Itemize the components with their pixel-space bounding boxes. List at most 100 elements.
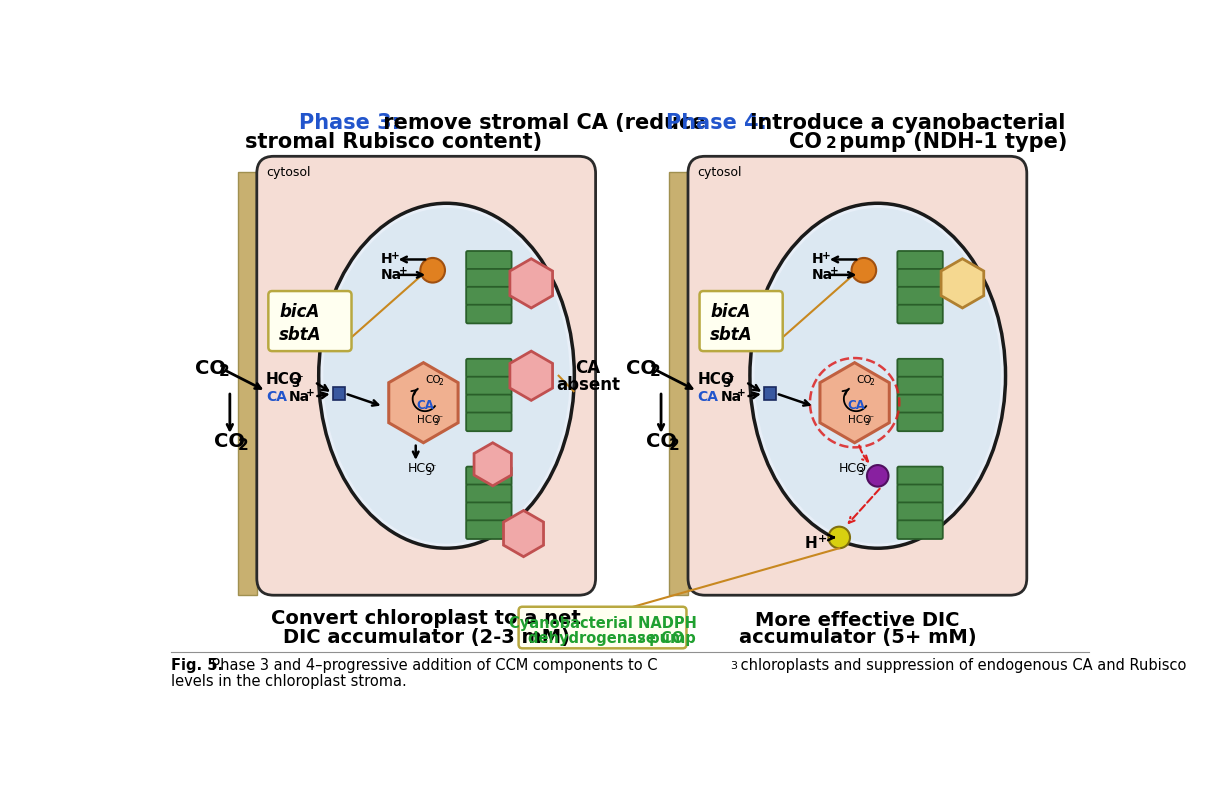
FancyBboxPatch shape	[699, 291, 783, 351]
Text: HCO: HCO	[418, 415, 441, 424]
Polygon shape	[510, 259, 553, 308]
Ellipse shape	[323, 208, 570, 544]
FancyBboxPatch shape	[268, 291, 351, 351]
FancyBboxPatch shape	[466, 377, 511, 395]
FancyBboxPatch shape	[466, 520, 511, 539]
Text: accumulator (5+ mM): accumulator (5+ mM)	[739, 628, 976, 647]
Text: +: +	[391, 251, 399, 261]
FancyBboxPatch shape	[466, 395, 511, 413]
Text: ⁻: ⁻	[296, 373, 302, 386]
FancyBboxPatch shape	[257, 156, 596, 595]
Ellipse shape	[755, 208, 1000, 544]
Text: pump: pump	[644, 630, 696, 646]
Bar	[333, 387, 345, 399]
Text: +: +	[398, 266, 408, 276]
Text: 3: 3	[723, 377, 731, 390]
Text: HCO: HCO	[848, 415, 871, 424]
Text: ⁻: ⁻	[438, 415, 442, 424]
Text: 2: 2	[669, 438, 680, 452]
Text: Na: Na	[380, 268, 402, 282]
FancyBboxPatch shape	[466, 467, 511, 485]
Text: CA: CA	[697, 390, 718, 403]
FancyBboxPatch shape	[466, 251, 511, 269]
Text: 3: 3	[291, 377, 300, 390]
Text: 3: 3	[865, 418, 869, 427]
Polygon shape	[474, 443, 511, 486]
Circle shape	[420, 258, 445, 282]
FancyBboxPatch shape	[466, 412, 511, 431]
Text: +: +	[306, 387, 315, 398]
Text: pump (NDH-1 type): pump (NDH-1 type)	[832, 132, 1067, 152]
FancyBboxPatch shape	[466, 305, 511, 323]
Text: +: +	[817, 534, 827, 544]
Text: levels in the chloroplast stroma.: levels in the chloroplast stroma.	[171, 674, 407, 689]
Text: CA: CA	[417, 399, 434, 412]
Bar	[763, 387, 775, 399]
Text: 3: 3	[425, 467, 431, 477]
FancyBboxPatch shape	[897, 377, 943, 395]
Text: +: +	[737, 387, 746, 398]
Text: +: +	[830, 266, 838, 276]
Polygon shape	[388, 363, 458, 443]
FancyBboxPatch shape	[897, 412, 943, 431]
FancyBboxPatch shape	[897, 358, 943, 378]
FancyBboxPatch shape	[466, 287, 511, 306]
FancyBboxPatch shape	[897, 269, 943, 288]
Text: CA: CA	[847, 399, 865, 412]
Text: 2: 2	[237, 438, 248, 452]
Text: CO: CO	[789, 132, 822, 152]
Polygon shape	[820, 363, 890, 443]
Text: Phase 4:: Phase 4:	[666, 113, 767, 133]
Text: HCO: HCO	[408, 462, 436, 475]
Text: stromal Rubisco content): stromal Rubisco content)	[245, 132, 542, 152]
Text: cytosol: cytosol	[697, 165, 742, 179]
Text: introduce a cyanobacterial: introduce a cyanobacterial	[744, 113, 1066, 133]
FancyBboxPatch shape	[897, 502, 943, 521]
FancyBboxPatch shape	[466, 484, 511, 503]
Text: Na: Na	[289, 390, 310, 403]
Text: CO: CO	[195, 358, 226, 378]
Text: CO: CO	[645, 431, 677, 451]
FancyBboxPatch shape	[466, 502, 511, 521]
Text: CO: CO	[857, 375, 871, 385]
Text: HCO: HCO	[265, 372, 302, 387]
FancyBboxPatch shape	[897, 287, 943, 306]
Text: +: +	[822, 251, 831, 261]
Text: 2: 2	[826, 136, 837, 152]
Text: Phase 3:: Phase 3:	[299, 113, 401, 133]
Text: Phase 3 and 4–progressive addition of CCM components to C: Phase 3 and 4–progressive addition of CC…	[204, 658, 658, 674]
Text: CA: CA	[265, 390, 288, 403]
FancyBboxPatch shape	[897, 467, 943, 485]
Text: cytosol: cytosol	[265, 165, 311, 179]
FancyBboxPatch shape	[897, 484, 943, 503]
Text: CO: CO	[627, 358, 658, 378]
Ellipse shape	[318, 203, 574, 549]
Bar	[669, 172, 688, 595]
FancyBboxPatch shape	[466, 269, 511, 288]
Text: bicA: bicA	[710, 303, 751, 322]
Text: chloroplasts and suppression of endogenous CA and Rubisco: chloroplasts and suppression of endogeno…	[736, 658, 1186, 674]
FancyBboxPatch shape	[897, 520, 943, 539]
Text: bicA: bicA	[279, 303, 320, 322]
Text: ⁻: ⁻	[862, 463, 866, 473]
Text: 2: 2	[637, 634, 645, 645]
Circle shape	[866, 465, 889, 487]
Text: HCO: HCO	[839, 462, 868, 475]
FancyBboxPatch shape	[897, 251, 943, 269]
Circle shape	[828, 527, 850, 549]
Text: sbtA: sbtA	[710, 326, 753, 344]
Text: 2: 2	[219, 364, 229, 379]
Text: H: H	[811, 253, 823, 266]
Text: sbtA: sbtA	[279, 326, 322, 344]
Polygon shape	[510, 351, 553, 400]
Text: Na: Na	[720, 390, 741, 403]
Circle shape	[852, 258, 876, 282]
Text: CO: CO	[425, 375, 440, 385]
FancyBboxPatch shape	[688, 156, 1026, 595]
Text: H: H	[805, 536, 817, 551]
FancyBboxPatch shape	[897, 395, 943, 413]
Text: Convert chloroplast to a net: Convert chloroplast to a net	[272, 609, 581, 628]
Text: ⁻: ⁻	[430, 463, 436, 473]
Bar	[237, 172, 257, 595]
Text: dehydrogenase CO: dehydrogenase CO	[527, 630, 685, 646]
